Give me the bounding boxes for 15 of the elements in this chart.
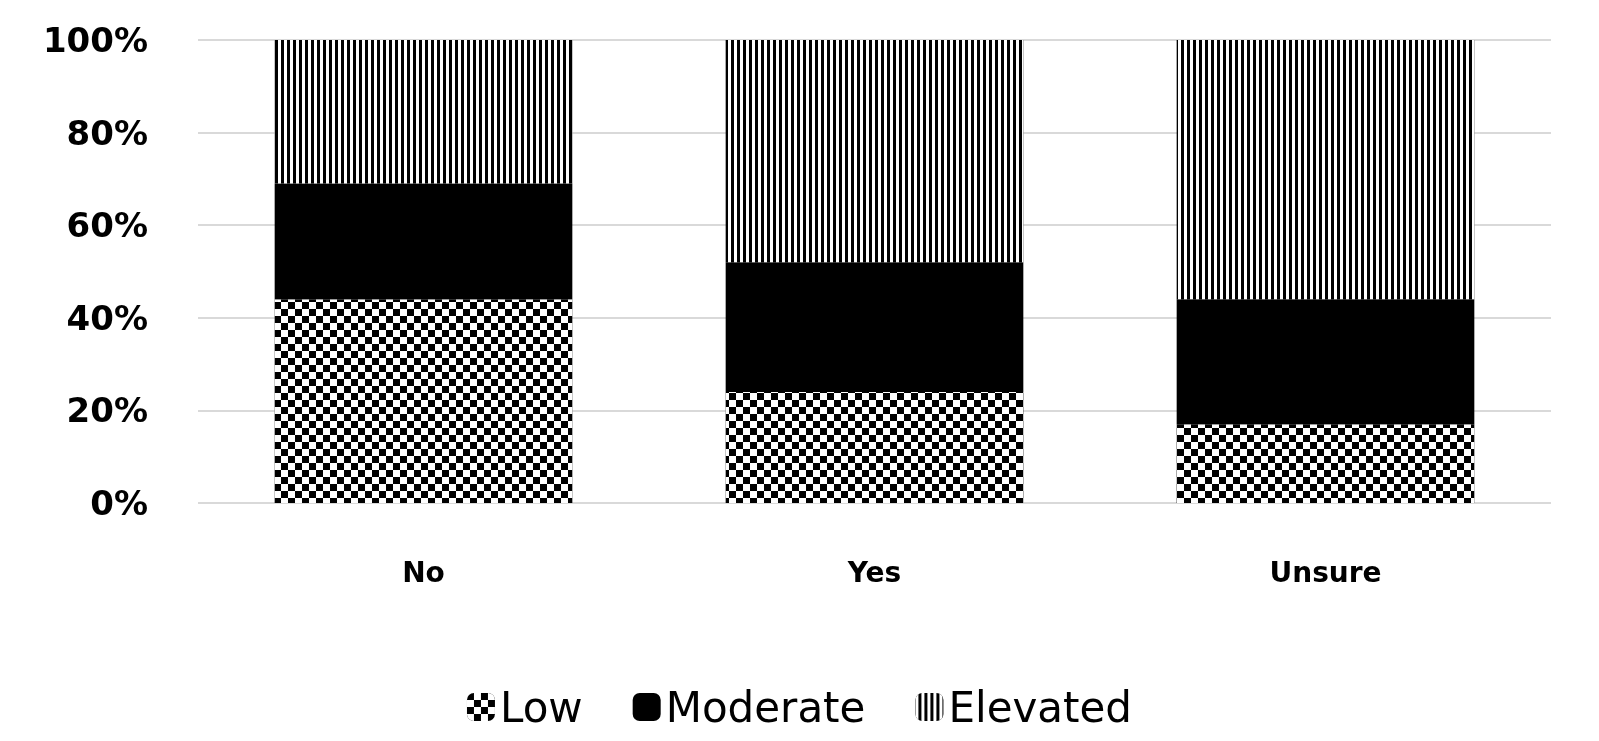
bar (725, 262, 1024, 392)
x-tick-label: Unsure (1269, 555, 1382, 589)
y-tick-label: 80% (66, 112, 148, 153)
x-tick-label: No (402, 555, 445, 589)
legend-label: Moderate (665, 682, 866, 732)
legend-label: Low (499, 682, 583, 732)
y-tick-label: 60% (66, 205, 148, 246)
y-tick-label: 40% (66, 297, 148, 338)
bar (274, 183, 573, 300)
y-tick-label: 20% (66, 390, 148, 431)
y-tick-label: 0% (90, 483, 148, 523)
bar (1176, 299, 1475, 425)
legend-label: Elevated (948, 682, 1133, 732)
y-tick-label: 100% (42, 20, 148, 60)
x-tick-label: Yes (846, 555, 902, 589)
